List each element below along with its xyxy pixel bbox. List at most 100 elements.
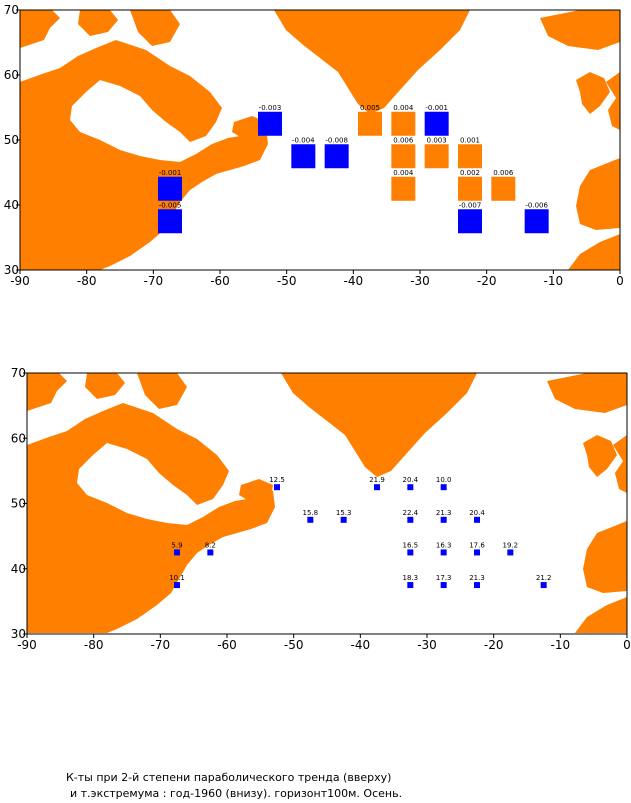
- extremum-year-label: 5.9: [171, 541, 182, 549]
- x-tick-label: -60: [217, 638, 237, 652]
- extremum-year-label: 20.4: [469, 509, 485, 517]
- y-axis-ticks: 70 60 50 40 30: [11, 366, 27, 641]
- x-tick-label: -50: [277, 274, 297, 288]
- coefficient-label: 0.004: [393, 169, 414, 177]
- caption-line-2: и т.экстремума : год-1960 (внизу). гориз…: [70, 787, 403, 800]
- extremum-year-label: 15.8: [303, 509, 319, 517]
- x-tick-label: -90: [17, 638, 37, 652]
- coefficient-label: -0.001: [425, 104, 448, 112]
- coefficient-label: 0.005: [360, 104, 380, 112]
- coefficient-label: -0.007: [459, 201, 482, 209]
- x-tick-label: -30: [417, 638, 437, 652]
- station-marker: [174, 582, 180, 589]
- caption-line-1: К-ты при 2-й степени параболического тре…: [66, 771, 392, 784]
- y-tick-label: 60: [4, 68, 19, 82]
- coefficient-cell: [391, 176, 416, 201]
- extremum-year-label: 21.2: [536, 574, 552, 582]
- y-axis-ticks: 70 60 50 40 30: [4, 3, 20, 277]
- extremum-year-label: 16.5: [403, 541, 419, 549]
- coefficient-label: -0.006: [525, 201, 548, 209]
- x-tick-label: -10: [551, 638, 571, 652]
- extremum-year-label: 21.3: [469, 574, 485, 582]
- extremum-year-label: 17.3: [436, 574, 452, 582]
- coefficient-label: -0.004: [292, 136, 315, 144]
- station-marker: [474, 582, 480, 589]
- x-tick-label: -80: [84, 638, 104, 652]
- extremum-year-label: 21.3: [436, 509, 452, 517]
- station-marker: [440, 549, 447, 556]
- y-tick-label: 50: [4, 133, 19, 147]
- x-tick-label: -40: [344, 274, 364, 288]
- coefficient-label: 0.001: [460, 136, 480, 144]
- coefficient-cell: [258, 111, 282, 136]
- coefficient-cell: [158, 209, 182, 234]
- extremum-year-label: 12.5: [269, 476, 285, 484]
- coefficient-cell: [324, 144, 349, 169]
- station-marker: [440, 516, 447, 523]
- trend-coefficient-map: -0.003 0.005 0.004 -0.001 -0.004 -0.008 0.006 0…: [4, 3, 624, 288]
- extremum-year-label: 16.3: [436, 541, 452, 549]
- x-tick-label: -50: [284, 638, 304, 652]
- station-marker: [407, 582, 414, 589]
- station-marker: [474, 516, 480, 523]
- y-tick-label: 30: [4, 263, 19, 277]
- extremum-year-label: 21.9: [369, 476, 385, 484]
- station-marker: [440, 484, 447, 491]
- extremum-year-label: 15.3: [336, 509, 352, 517]
- extremum-year-label: 17.6: [469, 541, 485, 549]
- coefficient-label: 0.004: [393, 104, 414, 112]
- y-tick-label: 40: [4, 198, 19, 212]
- station-marker: [274, 484, 280, 491]
- coefficient-cell: [358, 111, 382, 136]
- extremum-year-label: 22.4: [403, 509, 419, 517]
- coefficient-label: -0.008: [325, 136, 348, 144]
- coefficient-cell: [458, 144, 482, 169]
- x-tick-label: -10: [544, 274, 564, 288]
- x-tick-label: -20: [477, 274, 497, 288]
- station-marker: [540, 582, 547, 589]
- coefficient-cell: [391, 111, 416, 136]
- extremum-year-label: 10.0: [436, 476, 452, 484]
- x-tick-label: -60: [210, 274, 230, 288]
- y-tick-label: 70: [11, 366, 26, 380]
- coefficient-cell: [424, 111, 449, 136]
- station-marker: [440, 582, 447, 589]
- coefficient-label: 0.006: [493, 169, 514, 177]
- station-marker: [207, 549, 214, 556]
- x-axis-ticks: -90 -80 -70 -60 -50 -40 -30 -20 -10 0: [10, 270, 624, 288]
- station-marker: [507, 549, 514, 556]
- x-tick-label: -40: [351, 638, 371, 652]
- coefficient-cell: [524, 209, 549, 234]
- station-marker: [407, 484, 414, 491]
- x-tick-label: -90: [10, 274, 30, 288]
- coefficient-cell: [458, 176, 482, 201]
- extremum-year-map: 12.5 21.9 20.4 10.0 15.8 15.3 22.4 21.3 20.4 5.9 8…: [11, 366, 631, 652]
- coefficient-cell: [391, 144, 416, 169]
- coefficient-cell: [458, 209, 482, 234]
- coefficient-cell: [424, 144, 449, 169]
- extremum-year-label: 10.1: [169, 574, 185, 582]
- extremum-year-label: 19.2: [503, 541, 519, 549]
- coefficient-label: -0.005: [159, 201, 182, 209]
- x-tick-label: -20: [484, 638, 504, 652]
- station-marker: [174, 549, 180, 556]
- extremum-year-label: 8.2: [205, 541, 216, 549]
- x-tick-label: 0: [616, 274, 624, 288]
- coefficient-cell: [291, 144, 316, 169]
- station-points: 12.5 21.9 20.4 10.0 15.8 15.3 22.4 21.3 20.4 5.9 8…: [169, 476, 552, 589]
- x-tick-label: -30: [410, 274, 430, 288]
- x-tick-label: 0: [623, 638, 631, 652]
- coefficient-label: -0.001: [159, 169, 182, 177]
- y-tick-label: 60: [11, 431, 26, 445]
- x-tick-label: -70: [144, 274, 164, 288]
- station-marker: [307, 516, 314, 523]
- y-tick-label: 50: [11, 497, 26, 511]
- coefficient-cells: -0.003 0.005 0.004 -0.001 -0.004 -0.008 0.006 0…: [158, 104, 549, 234]
- station-marker: [407, 549, 414, 556]
- coefficient-label: 0.002: [460, 169, 480, 177]
- extremum-year-label: 18.3: [403, 574, 419, 582]
- coefficient-label: -0.003: [259, 104, 282, 112]
- station-marker: [407, 516, 414, 523]
- figure-caption: К-ты при 2-й степени параболического тре…: [66, 770, 526, 802]
